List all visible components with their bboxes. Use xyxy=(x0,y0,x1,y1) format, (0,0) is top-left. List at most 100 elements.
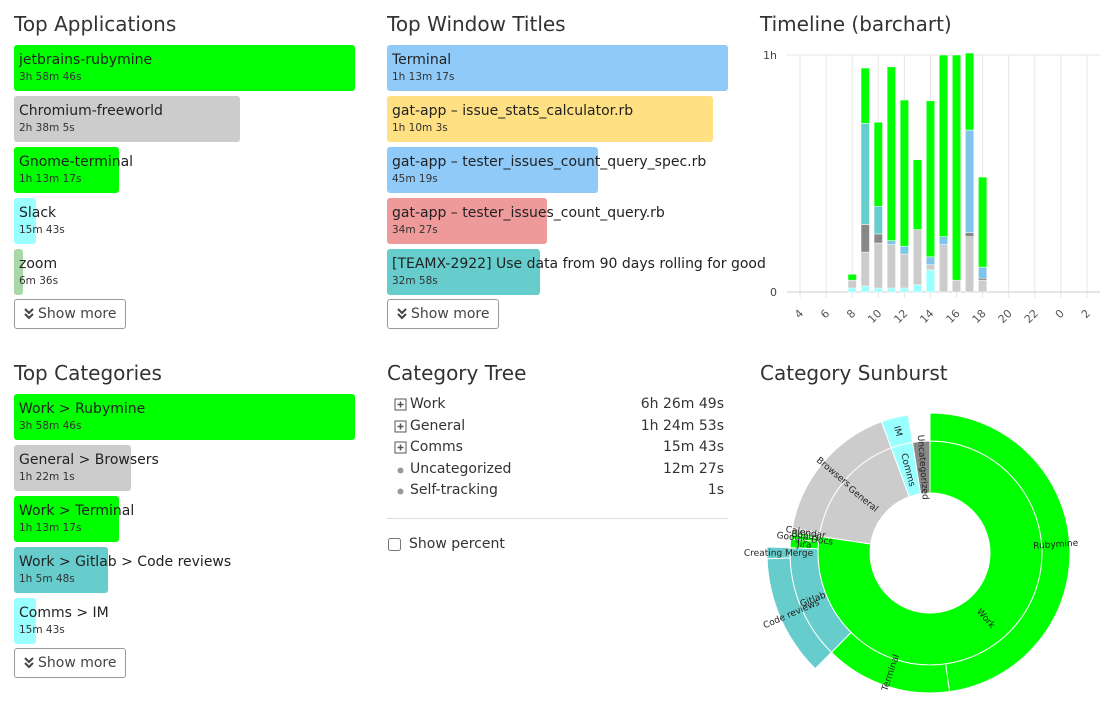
button-label: Show more xyxy=(411,306,490,322)
tree-name: General xyxy=(410,417,466,434)
x-tick-label: 20 xyxy=(996,307,1015,326)
duration-bar xyxy=(387,96,713,142)
show-more-button[interactable]: Show more xyxy=(14,648,126,678)
item-duration: 1h 22m 1s xyxy=(19,471,75,483)
list-item: Chromium-freeworld 2h 38m 5s xyxy=(14,96,355,142)
bar-segment xyxy=(939,54,948,237)
bar-segment xyxy=(912,284,922,293)
tree-row: Self-tracking 1s xyxy=(387,480,728,501)
category-tree: Category Tree Work 6h 26m 49s General 1h 24… xyxy=(387,359,728,552)
list-item: Comms > IM 15m 43s xyxy=(14,598,355,644)
list-item: [TEAMX-2922] Use data from 90 days rolli… xyxy=(387,249,766,295)
icon-box xyxy=(394,441,407,454)
bar-segment xyxy=(847,279,857,289)
list-item: Work > Rubymine 3h 58m 46s xyxy=(14,394,355,440)
expand-icon[interactable] xyxy=(394,441,408,455)
icon xyxy=(24,308,34,320)
item-name: gat-app – issue_stats_calculator.rb xyxy=(392,103,634,119)
top-window-titles: Top Window Titles Terminal 1h 13m 17s gat-… xyxy=(387,10,766,329)
expand-icon[interactable] xyxy=(394,398,408,412)
section-title: Category Sunburst xyxy=(760,361,948,385)
icon-dot xyxy=(397,467,404,473)
item-duration: 32m 58s xyxy=(392,275,438,287)
item-name: gat-app – tester_issues_count_query.rb xyxy=(392,205,665,221)
x-tick-label: 4 xyxy=(792,307,806,321)
bar-segment xyxy=(899,245,909,255)
bar-segment xyxy=(873,242,883,289)
section-title: Top Window Titles xyxy=(387,12,566,36)
bar-segment xyxy=(965,232,975,237)
expand-icon[interactable] xyxy=(394,420,408,434)
bar-segment xyxy=(899,99,909,247)
list-item: Gnome-terminal 1h 13m 17s xyxy=(14,147,355,193)
top-applications: Top Applications jetbrains-rubymine 3h 58… xyxy=(14,10,355,329)
tree-row: General 1h 24m 53s xyxy=(387,416,728,437)
list: jetbrains-rubymine 3h 58m 46s Chromium-fre… xyxy=(14,45,355,300)
list-item: Work > Terminal 1h 13m 17s xyxy=(14,496,355,542)
duration-bar xyxy=(14,249,24,295)
item-name: Work > Gitlab > Code reviews xyxy=(19,554,232,570)
bar-segment xyxy=(860,67,870,124)
item-name: zoom xyxy=(19,256,58,272)
leaf-icon xyxy=(397,467,404,473)
bar-segment xyxy=(925,100,935,258)
sunburst-label: Rubymine xyxy=(1033,539,1079,552)
bar-segment xyxy=(873,206,883,235)
item-duration: 2h 38m 5s xyxy=(19,122,75,134)
bar-segment xyxy=(978,266,988,279)
bar-segment xyxy=(965,129,975,233)
list-item: General > Browsers 1h 22m 1s xyxy=(14,445,355,491)
show-percent[interactable]: Show percent xyxy=(387,536,505,552)
icon-box xyxy=(394,398,407,411)
sunburst-label: IM xyxy=(891,425,903,438)
item-duration: 3h 58m 46s xyxy=(19,420,82,432)
show-more-button[interactable]: Show more xyxy=(387,299,499,329)
tree-duration: 15m 43s xyxy=(662,439,724,455)
duration-bar xyxy=(14,394,355,440)
category-sunburst: Category Sunburst xyxy=(760,359,1101,394)
bar-segment xyxy=(978,277,988,281)
sunburst-label: Creating Merge xyxy=(744,549,814,559)
button-label: Show more xyxy=(38,655,117,671)
x-tick-label: 18 xyxy=(970,307,989,326)
bar-segment xyxy=(873,233,883,244)
duration-bar xyxy=(14,496,119,542)
list-item: gat-app – tester_issues_count_query.rb 34… xyxy=(387,198,728,244)
item-duration: 6m 36s xyxy=(19,275,59,287)
bar-segment xyxy=(965,236,975,293)
x-tick-label: 16 xyxy=(944,307,963,326)
duration-bar xyxy=(14,96,240,142)
tree-name: Self-tracking xyxy=(410,482,498,498)
tree: Work 6h 26m 49s General 1h 24m 53s Comms 15m … xyxy=(387,394,728,514)
list: Work > Rubymine 3h 58m 46s General > Brows… xyxy=(14,394,355,649)
icon-plus xyxy=(397,444,404,451)
duration-bar xyxy=(14,445,132,491)
section-title: Top Applications xyxy=(14,12,177,36)
duration-bar xyxy=(387,198,548,244)
tree-row: Work 6h 26m 49s xyxy=(387,394,728,415)
x-tick-label: 2 xyxy=(1079,307,1093,321)
duration-bar xyxy=(14,547,108,593)
bar-segment xyxy=(965,52,975,131)
show-more-button[interactable]: Show more xyxy=(14,299,126,329)
tree-name: Work xyxy=(410,396,446,412)
bar-segment xyxy=(952,279,962,293)
list-item: gat-app – tester_issues_count_query_spec… xyxy=(387,147,728,193)
item-name: gat-app – tester_issues_count_query_spec… xyxy=(392,154,707,170)
duration-bar xyxy=(14,45,355,91)
tree-row: Uncategorized 12m 27s xyxy=(387,459,728,480)
item-name: [TEAMX-2922] Use data from 90 days rolli… xyxy=(392,256,766,272)
duration-bar xyxy=(14,198,37,244)
item-duration: 1h 10m 3s xyxy=(392,122,448,134)
duration-bar xyxy=(387,147,598,193)
icon xyxy=(397,308,407,320)
icon-plus xyxy=(397,401,404,408)
item-duration: 15m 43s xyxy=(19,624,65,636)
bar-segment xyxy=(860,123,870,225)
icon-plus xyxy=(397,423,404,429)
bar-segment xyxy=(873,121,883,207)
checkbox[interactable] xyxy=(388,537,401,551)
bar-segment xyxy=(847,273,857,281)
